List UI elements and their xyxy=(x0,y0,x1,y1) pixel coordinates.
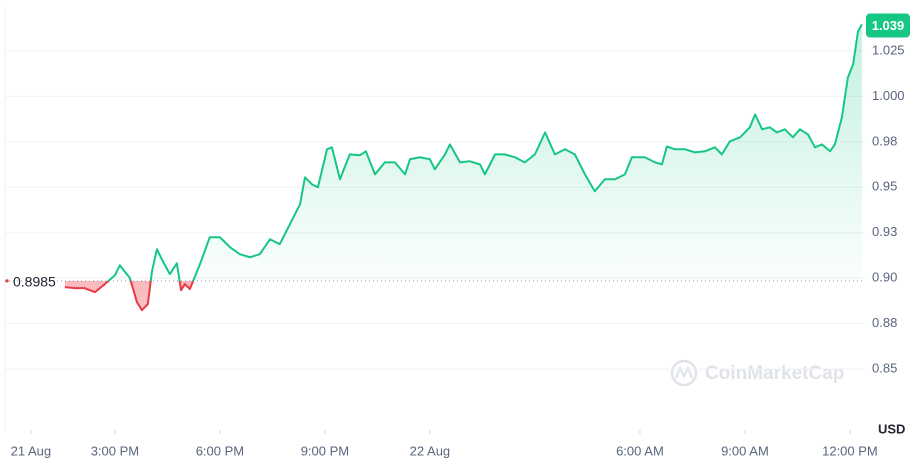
y-tick-label: 1.000 xyxy=(872,88,905,103)
y-tick-label: 0.93 xyxy=(872,224,897,239)
price-area xyxy=(64,24,862,311)
baseline-dot xyxy=(5,279,9,283)
baseline-label: 0.8985 xyxy=(13,274,56,290)
x-tick-label: 6:00 AM xyxy=(616,443,664,458)
current-price-badge xyxy=(866,13,910,38)
y-tick-label: 0.88 xyxy=(872,315,897,330)
y-tick-label: 0.90 xyxy=(872,270,897,285)
watermark-logo xyxy=(670,359,698,387)
x-tick-label: 9:00 PM xyxy=(301,443,349,458)
x-tick-label: 22 Aug xyxy=(410,443,451,458)
y-tick-label: 0.98 xyxy=(872,133,897,148)
x-tick-label: 21 Aug xyxy=(11,443,52,458)
current-price-label: 1.039 xyxy=(872,18,905,33)
price-line xyxy=(64,23,863,312)
watermark: CoinMarketCap xyxy=(670,359,844,387)
x-tick-label: 12:00 PM xyxy=(822,443,878,458)
y-tick-label: 0.85 xyxy=(872,360,897,375)
watermark-logo-mark xyxy=(674,365,694,379)
y-unit: USD xyxy=(878,421,905,436)
y-tick-label: 0.95 xyxy=(872,179,897,194)
x-tick-label: 3:00 PM xyxy=(91,443,139,458)
x-tick-label: 6:00 PM xyxy=(196,443,244,458)
x-tick-label: 9:00 AM xyxy=(721,443,769,458)
y-tick-label: 1.025 xyxy=(872,42,905,57)
watermark-text: CoinMarketCap xyxy=(705,363,844,384)
